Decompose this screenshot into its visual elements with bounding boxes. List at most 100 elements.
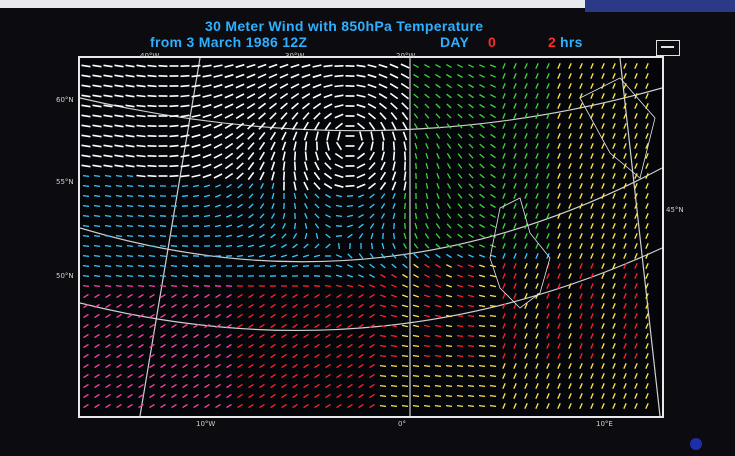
wind-arrow — [535, 73, 539, 79]
lon-label-3: 20°W — [396, 52, 416, 60]
wind-arrow — [490, 163, 496, 169]
wind-arrow — [391, 253, 397, 259]
wind-arrow — [213, 153, 223, 159]
wind-arrow — [513, 293, 517, 299]
wind-arrow — [546, 273, 550, 279]
wind-arrow — [579, 323, 583, 329]
wind-arrow — [301, 83, 311, 89]
wind-arrow — [248, 363, 254, 369]
wind-arrow — [478, 314, 486, 318]
wind-arrow — [623, 153, 627, 159]
wind-arrow — [114, 84, 124, 88]
wind-arrow — [138, 343, 144, 349]
wind-arrow — [524, 203, 528, 209]
wind-arrow — [193, 323, 199, 329]
wind-arrow — [434, 294, 442, 298]
wind-arrow — [259, 363, 265, 369]
wind-arrow — [513, 203, 517, 209]
wind-arrow — [645, 223, 649, 229]
wind-arrow — [94, 403, 100, 409]
wind-arrow — [247, 122, 255, 130]
wind-arrow — [160, 383, 166, 389]
wind-arrow — [259, 323, 265, 329]
wind-arrow — [557, 193, 561, 199]
wind-arrow — [535, 183, 539, 189]
wind-arrow — [601, 353, 605, 359]
wind-arrow — [204, 293, 210, 299]
wind-arrow — [535, 93, 539, 99]
wind-arrow — [623, 253, 627, 259]
wind-arrow — [456, 354, 464, 358]
wind-arrow — [424, 64, 430, 68]
wind-arrow — [180, 174, 190, 178]
wind-arrow — [502, 393, 506, 399]
wind-arrow — [524, 333, 528, 339]
wind-arrow — [115, 224, 123, 228]
wind-arrow — [601, 123, 605, 129]
wind-arrow — [623, 373, 627, 379]
wind-arrow — [281, 303, 287, 309]
wind-arrow — [180, 124, 190, 128]
wind-arrow — [601, 263, 605, 269]
wind-arrow — [335, 284, 343, 288]
wind-arrow — [623, 113, 627, 119]
wind-arrow — [180, 104, 190, 108]
wind-arrow — [103, 104, 113, 108]
wind-arrow — [546, 113, 550, 119]
wind-arrow — [513, 323, 517, 329]
wind-arrow — [513, 93, 517, 99]
wind-arrow — [82, 214, 90, 218]
wind-arrow — [214, 224, 222, 228]
wind-arrow — [182, 383, 188, 389]
wind-arrow — [314, 223, 320, 229]
wind-arrow — [192, 265, 200, 267]
wind-arrow — [413, 73, 419, 79]
wind-arrow — [358, 353, 364, 359]
wind-arrow — [247, 161, 255, 171]
wind-arrow — [535, 83, 539, 89]
wind-arrow — [137, 194, 145, 198]
wind-arrow — [435, 213, 441, 219]
wind-arrow — [513, 123, 517, 129]
wind-arrow — [236, 254, 244, 258]
wind-arrow — [557, 393, 561, 399]
wind-arrow — [358, 263, 364, 269]
wind-arrow — [645, 163, 649, 169]
wind-arrow — [513, 113, 517, 119]
wind-arrow — [270, 343, 276, 349]
wind-arrow — [645, 173, 649, 179]
wind-arrow — [425, 182, 429, 190]
wind-arrow — [380, 161, 386, 171]
wind-arrow — [81, 134, 91, 138]
wind-arrow — [149, 303, 155, 309]
wind-arrow — [524, 183, 528, 189]
wind-arrow — [412, 364, 420, 368]
wind-arrow — [468, 163, 474, 169]
wind-arrow — [645, 323, 649, 329]
wind-arrow — [125, 84, 135, 88]
wind-arrow — [634, 363, 638, 369]
wind-arrow — [601, 363, 605, 369]
wind-arrow — [467, 314, 475, 318]
wind-arrow — [445, 354, 453, 358]
wind-arrow — [413, 274, 419, 278]
wind-arrow — [303, 363, 309, 369]
wind-arrow — [334, 84, 344, 88]
wind-arrow — [645, 353, 649, 359]
wind-arrow — [568, 313, 572, 319]
wind-arrow — [489, 384, 497, 388]
wind-arrow — [392, 192, 396, 200]
wind-arrow — [235, 122, 245, 130]
wind-arrow — [403, 232, 407, 240]
wind-arrow — [347, 224, 353, 228]
wind-arrow — [193, 373, 199, 379]
wind-arrow — [314, 373, 320, 379]
wind-arrow — [258, 254, 266, 258]
wind-arrow — [324, 151, 332, 161]
wind-arrow — [358, 303, 364, 309]
wind-arrow — [293, 151, 297, 161]
wind-arrow — [645, 193, 649, 199]
wind-arrow — [181, 284, 189, 288]
wind-arrow — [369, 263, 375, 269]
wind-arrow — [81, 154, 91, 158]
